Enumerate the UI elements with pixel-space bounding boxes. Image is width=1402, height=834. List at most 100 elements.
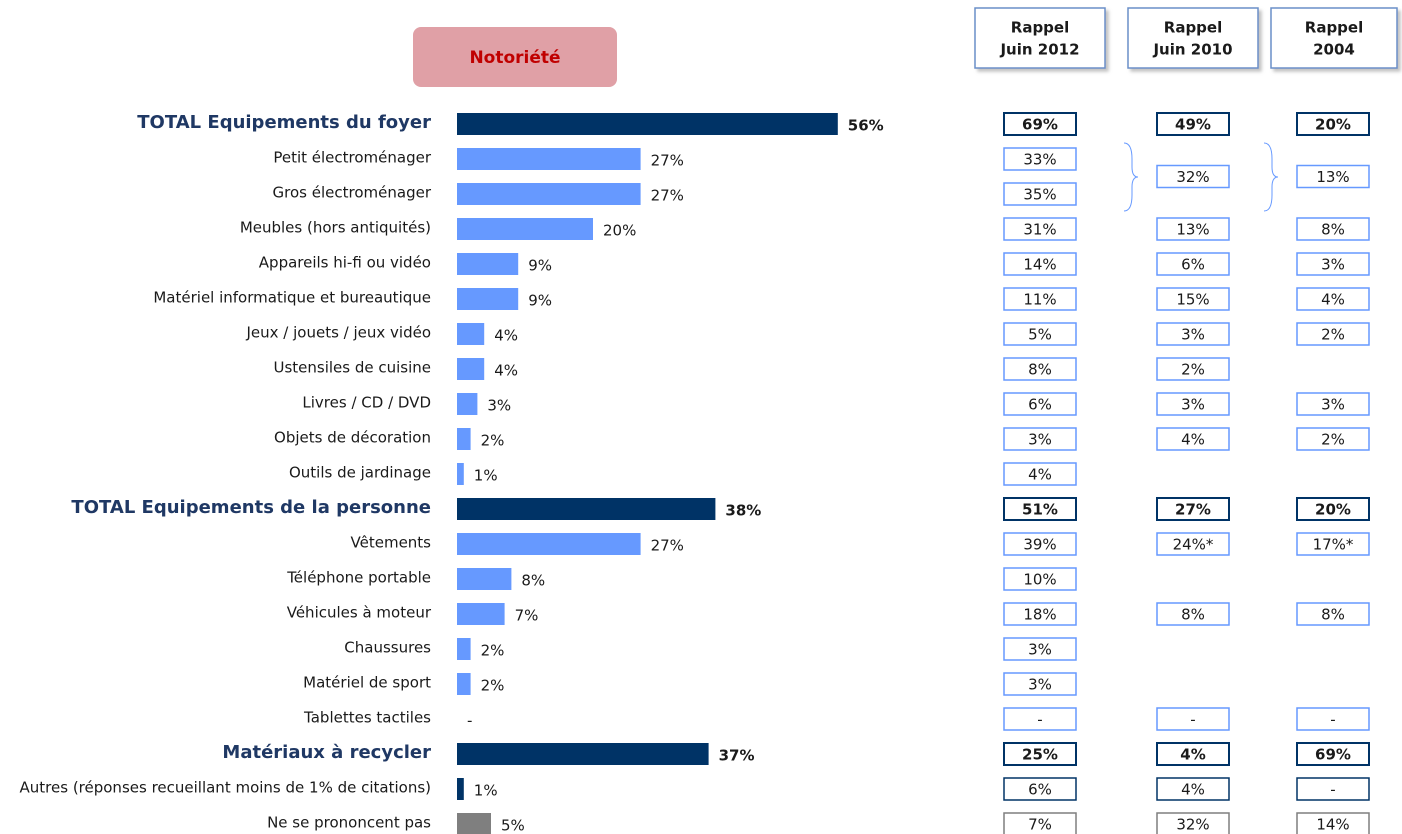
cell-text: 8% bbox=[1181, 606, 1205, 624]
cell-text: 13% bbox=[1176, 221, 1209, 239]
cell-box bbox=[1003, 287, 1077, 311]
value-label: 7% bbox=[515, 607, 539, 625]
cell-box bbox=[1296, 322, 1370, 346]
cell-text: 5% bbox=[1028, 326, 1052, 344]
cell-box bbox=[1156, 707, 1230, 731]
cell-text: 24%* bbox=[1173, 536, 1214, 554]
value-label: 27% bbox=[651, 152, 684, 170]
cell-text: 25% bbox=[1022, 746, 1058, 764]
value-label: 9% bbox=[528, 257, 552, 275]
cell-text: 27% bbox=[1175, 501, 1211, 519]
bar bbox=[457, 568, 512, 590]
category-label: Matériaux à recycler bbox=[222, 742, 431, 763]
header-text: Rappel bbox=[1164, 19, 1222, 37]
bar bbox=[457, 358, 485, 380]
cell-text: 3% bbox=[1028, 676, 1052, 694]
header-box bbox=[974, 7, 1106, 69]
header-text: Rappel bbox=[1305, 19, 1363, 37]
category-label: Matériel informatique et bureautique bbox=[153, 289, 431, 307]
cell-text: 11% bbox=[1023, 291, 1056, 309]
category-label: Vêtements bbox=[351, 534, 432, 552]
cell-box bbox=[1003, 567, 1077, 591]
cell-box bbox=[1003, 602, 1077, 626]
cell-box bbox=[1296, 164, 1370, 189]
bar bbox=[457, 113, 838, 135]
cell-box bbox=[1156, 287, 1230, 311]
cell-box bbox=[1156, 497, 1230, 521]
value-label: 9% bbox=[528, 292, 552, 310]
category-label: Véhicules à moteur bbox=[287, 604, 432, 622]
cell-box bbox=[1003, 707, 1077, 731]
category-label: Jeux / jouets / jeux vidéo bbox=[245, 324, 431, 342]
cell-box bbox=[1003, 427, 1077, 451]
cell-box bbox=[1296, 287, 1370, 311]
cell-text: 32% bbox=[1176, 816, 1209, 834]
category-label: Autres (réponses recueillant moins de 1%… bbox=[20, 779, 431, 797]
category-label: Ne se prononcent pas bbox=[267, 814, 431, 832]
cell-box bbox=[1296, 777, 1370, 801]
category-label: Outils de jardinage bbox=[289, 464, 431, 482]
cell-box bbox=[1003, 252, 1077, 276]
cell-text: 31% bbox=[1023, 221, 1056, 239]
category-label: TOTAL Equipements de la personne bbox=[71, 497, 431, 518]
cell-box bbox=[1156, 602, 1230, 626]
cell-text: 2% bbox=[1181, 361, 1205, 379]
cell-box bbox=[1156, 532, 1230, 556]
cell-text: 6% bbox=[1028, 781, 1052, 799]
cell-box bbox=[1296, 532, 1370, 556]
cell-text: 35% bbox=[1023, 186, 1056, 204]
cell-text: 49% bbox=[1175, 116, 1211, 134]
cell-text: 13% bbox=[1316, 168, 1349, 186]
cell-text: 7% bbox=[1028, 816, 1052, 834]
category-label: Ustensiles de cuisine bbox=[273, 359, 431, 377]
cell-box bbox=[1003, 217, 1077, 241]
bar bbox=[457, 393, 478, 415]
title-box bbox=[413, 27, 617, 87]
cell-text: 20% bbox=[1315, 501, 1351, 519]
value-label: 2% bbox=[481, 432, 505, 450]
cell-box bbox=[1156, 777, 1230, 801]
bar bbox=[457, 638, 471, 660]
value-label: 37% bbox=[719, 747, 755, 765]
value-label: 1% bbox=[474, 782, 498, 800]
value-label: 8% bbox=[521, 572, 545, 590]
bar bbox=[457, 323, 485, 345]
cell-box bbox=[1003, 357, 1077, 381]
bar bbox=[457, 603, 505, 625]
cell-text: 8% bbox=[1028, 361, 1052, 379]
cell-text: 69% bbox=[1315, 746, 1351, 764]
brace bbox=[1263, 142, 1279, 212]
cell-text: 8% bbox=[1321, 221, 1345, 239]
value-label: 3% bbox=[487, 397, 511, 415]
cell-box bbox=[1003, 532, 1077, 556]
category-label: Gros électroménager bbox=[273, 184, 432, 202]
bar bbox=[457, 148, 641, 170]
bar bbox=[457, 673, 471, 695]
cell-text: 39% bbox=[1023, 536, 1056, 554]
cell-text: - bbox=[1330, 781, 1335, 799]
cell-box bbox=[1003, 812, 1077, 834]
value-label: 2% bbox=[481, 677, 505, 695]
header-box bbox=[1270, 7, 1398, 69]
cell-box bbox=[1296, 217, 1370, 241]
cell-text: 69% bbox=[1022, 116, 1058, 134]
value-label: 20% bbox=[603, 222, 636, 240]
cell-text: 15% bbox=[1176, 291, 1209, 309]
cell-box bbox=[1296, 497, 1370, 521]
cell-box bbox=[1296, 707, 1370, 731]
category-label: Meubles (hors antiquités) bbox=[240, 219, 431, 237]
value-label: 27% bbox=[651, 537, 684, 555]
bar bbox=[457, 218, 593, 240]
category-label: Matériel de sport bbox=[303, 674, 431, 692]
value-label: 27% bbox=[651, 187, 684, 205]
cell-text: 4% bbox=[1181, 431, 1205, 449]
cell-box bbox=[1156, 427, 1230, 451]
cell-text: 20% bbox=[1315, 116, 1351, 134]
cell-box bbox=[1296, 252, 1370, 276]
cell-text: 14% bbox=[1023, 256, 1056, 274]
cell-box bbox=[1296, 742, 1370, 766]
cell-text: 32% bbox=[1176, 168, 1209, 186]
cell-text: - bbox=[1037, 711, 1042, 729]
